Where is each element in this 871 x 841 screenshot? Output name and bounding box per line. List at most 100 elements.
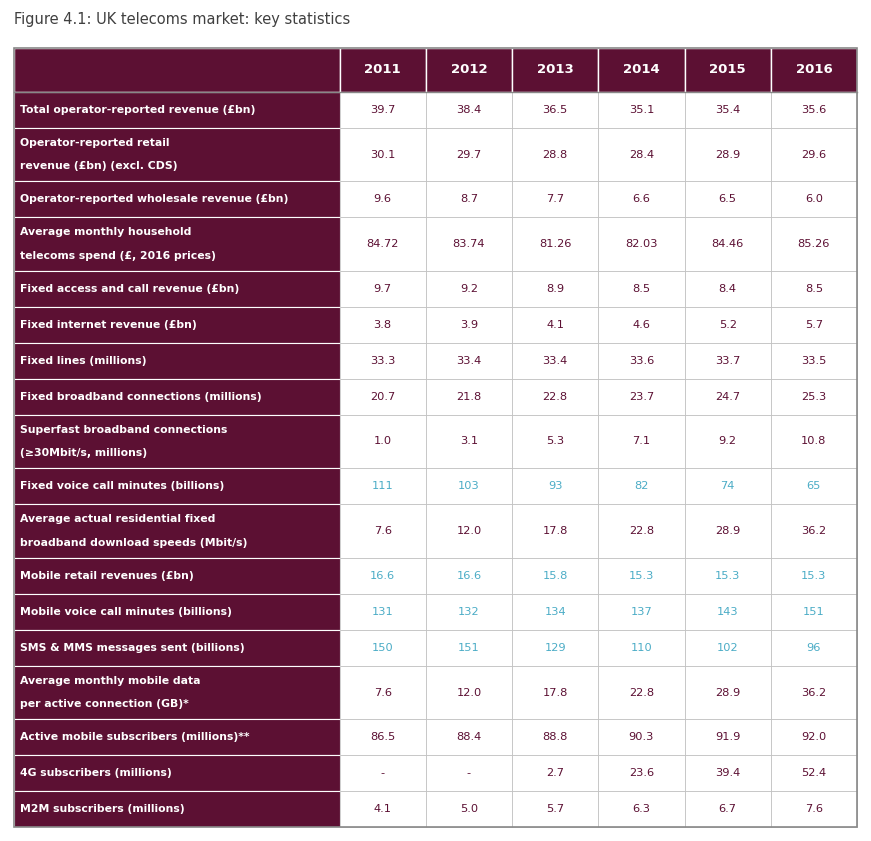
Bar bbox=[685, 791, 771, 827]
Text: 28.4: 28.4 bbox=[629, 150, 654, 160]
Bar bbox=[426, 468, 512, 505]
Text: 84.72: 84.72 bbox=[367, 239, 399, 249]
Text: 8.9: 8.9 bbox=[546, 284, 564, 294]
Bar bbox=[14, 92, 340, 128]
Text: Mobile retail revenues (£bn): Mobile retail revenues (£bn) bbox=[20, 571, 193, 581]
Bar bbox=[598, 505, 685, 558]
Bar bbox=[426, 630, 512, 665]
Text: 7.1: 7.1 bbox=[632, 436, 651, 447]
Text: 6.6: 6.6 bbox=[632, 194, 651, 204]
Text: 8.4: 8.4 bbox=[719, 284, 737, 294]
Text: Average monthly household: Average monthly household bbox=[20, 227, 192, 237]
Bar bbox=[512, 128, 598, 182]
Text: 28.9: 28.9 bbox=[715, 150, 740, 160]
Text: 30.1: 30.1 bbox=[370, 150, 395, 160]
Bar bbox=[685, 307, 771, 343]
Text: 92.0: 92.0 bbox=[801, 733, 827, 743]
Bar bbox=[685, 719, 771, 755]
Text: M2M subscribers (millions): M2M subscribers (millions) bbox=[20, 804, 185, 814]
Text: 9.2: 9.2 bbox=[460, 284, 478, 294]
Text: 25.3: 25.3 bbox=[801, 392, 827, 402]
Bar bbox=[426, 505, 512, 558]
Text: 6.0: 6.0 bbox=[805, 194, 823, 204]
Bar bbox=[598, 128, 685, 182]
Bar bbox=[14, 415, 340, 468]
Bar bbox=[685, 505, 771, 558]
Text: Operator-reported wholesale revenue (£bn): Operator-reported wholesale revenue (£bn… bbox=[20, 194, 288, 204]
Bar bbox=[340, 271, 426, 307]
Text: 15.3: 15.3 bbox=[801, 571, 827, 581]
Bar bbox=[426, 594, 512, 630]
Bar bbox=[14, 719, 340, 755]
Text: 91.9: 91.9 bbox=[715, 733, 740, 743]
Bar bbox=[14, 505, 340, 558]
Bar bbox=[340, 128, 426, 182]
Bar bbox=[771, 128, 857, 182]
Text: 132: 132 bbox=[458, 607, 480, 616]
Bar bbox=[512, 182, 598, 217]
Bar bbox=[598, 594, 685, 630]
Bar bbox=[771, 791, 857, 827]
Bar bbox=[598, 271, 685, 307]
Bar bbox=[340, 755, 426, 791]
Text: Fixed access and call revenue (£bn): Fixed access and call revenue (£bn) bbox=[20, 284, 240, 294]
Text: 2012: 2012 bbox=[450, 63, 487, 77]
Text: Average actual residential fixed: Average actual residential fixed bbox=[20, 515, 215, 524]
Bar bbox=[771, 468, 857, 505]
Bar bbox=[685, 343, 771, 378]
Text: 2.7: 2.7 bbox=[546, 768, 564, 778]
Bar bbox=[598, 307, 685, 343]
Bar bbox=[340, 415, 426, 468]
Text: 9.6: 9.6 bbox=[374, 194, 392, 204]
Bar bbox=[426, 719, 512, 755]
Bar bbox=[771, 182, 857, 217]
Text: 21.8: 21.8 bbox=[456, 392, 482, 402]
Text: 10.8: 10.8 bbox=[801, 436, 827, 447]
Text: 52.4: 52.4 bbox=[801, 768, 827, 778]
Bar bbox=[685, 92, 771, 128]
Bar bbox=[426, 755, 512, 791]
Bar bbox=[771, 48, 857, 92]
Text: 17.8: 17.8 bbox=[543, 688, 568, 697]
Text: 6.3: 6.3 bbox=[632, 804, 651, 814]
Bar bbox=[426, 307, 512, 343]
Bar bbox=[14, 48, 340, 92]
Text: 23.6: 23.6 bbox=[629, 768, 654, 778]
Bar bbox=[598, 182, 685, 217]
Text: 35.6: 35.6 bbox=[801, 105, 827, 114]
Text: Superfast broadband connections: Superfast broadband connections bbox=[20, 425, 227, 435]
Bar bbox=[685, 378, 771, 415]
Text: 143: 143 bbox=[717, 607, 739, 616]
Text: 9.7: 9.7 bbox=[374, 284, 392, 294]
Bar bbox=[426, 217, 512, 271]
Text: Mobile voice call minutes (billions): Mobile voice call minutes (billions) bbox=[20, 607, 232, 616]
Bar bbox=[426, 415, 512, 468]
Bar bbox=[426, 92, 512, 128]
Text: 16.6: 16.6 bbox=[370, 571, 395, 581]
Text: 2016: 2016 bbox=[795, 63, 833, 77]
Text: 7.7: 7.7 bbox=[546, 194, 564, 204]
Bar bbox=[512, 505, 598, 558]
Bar bbox=[598, 343, 685, 378]
Bar bbox=[598, 415, 685, 468]
Text: Fixed internet revenue (£bn): Fixed internet revenue (£bn) bbox=[20, 320, 197, 330]
Bar bbox=[598, 719, 685, 755]
Text: 5.2: 5.2 bbox=[719, 320, 737, 330]
Bar bbox=[598, 378, 685, 415]
Bar bbox=[771, 92, 857, 128]
Bar bbox=[512, 755, 598, 791]
Text: 129: 129 bbox=[544, 643, 566, 653]
Bar bbox=[14, 307, 340, 343]
Bar bbox=[771, 415, 857, 468]
Text: 28.9: 28.9 bbox=[715, 526, 740, 537]
Bar bbox=[14, 791, 340, 827]
Text: telecoms spend (£, 2016 prices): telecoms spend (£, 2016 prices) bbox=[20, 251, 216, 261]
Text: 3.8: 3.8 bbox=[374, 320, 392, 330]
Text: 3.1: 3.1 bbox=[460, 436, 478, 447]
Text: 88.4: 88.4 bbox=[456, 733, 482, 743]
Text: -: - bbox=[381, 768, 385, 778]
Bar bbox=[512, 378, 598, 415]
Bar bbox=[512, 719, 598, 755]
Text: (≥30Mbit/s, millions): (≥30Mbit/s, millions) bbox=[20, 448, 147, 458]
Bar bbox=[14, 343, 340, 378]
